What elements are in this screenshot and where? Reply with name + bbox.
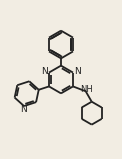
Text: N: N [41, 67, 48, 76]
Text: NH: NH [80, 85, 93, 94]
Text: N: N [20, 105, 27, 114]
Text: N: N [74, 67, 81, 76]
